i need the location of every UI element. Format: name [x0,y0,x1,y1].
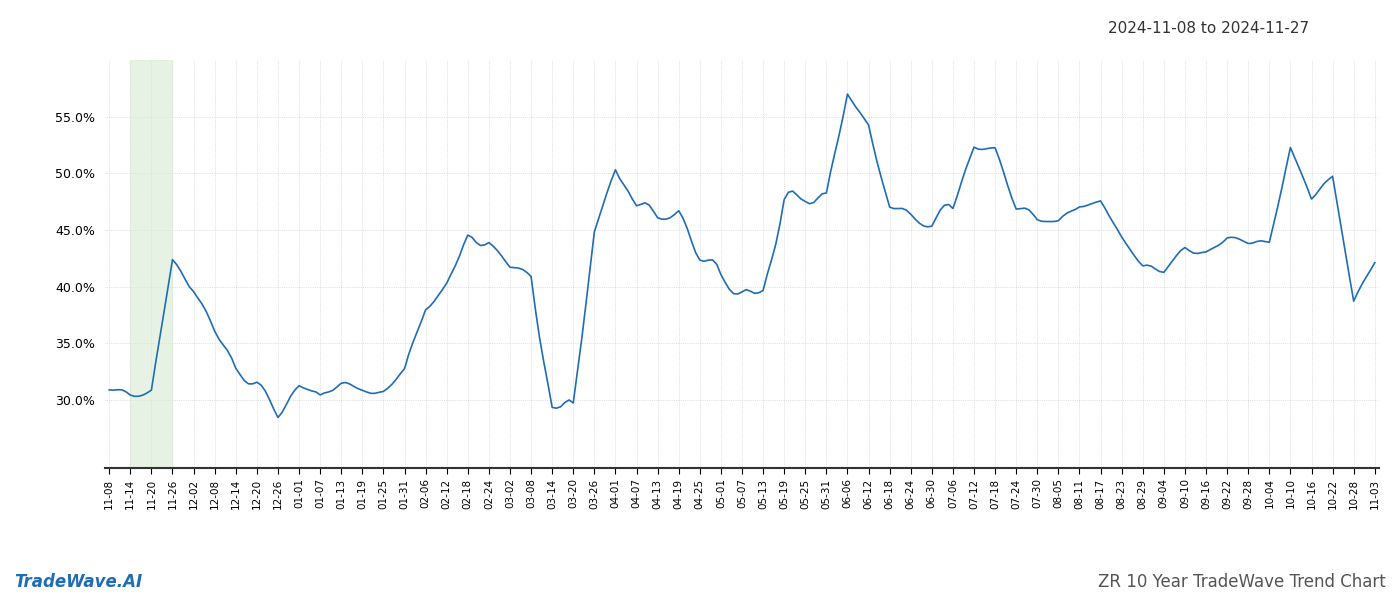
Text: 2024-11-08 to 2024-11-27: 2024-11-08 to 2024-11-27 [1107,21,1309,36]
Text: TradeWave.AI: TradeWave.AI [14,573,143,591]
Text: ZR 10 Year TradeWave Trend Chart: ZR 10 Year TradeWave Trend Chart [1098,573,1386,591]
Bar [130,60,172,468]
